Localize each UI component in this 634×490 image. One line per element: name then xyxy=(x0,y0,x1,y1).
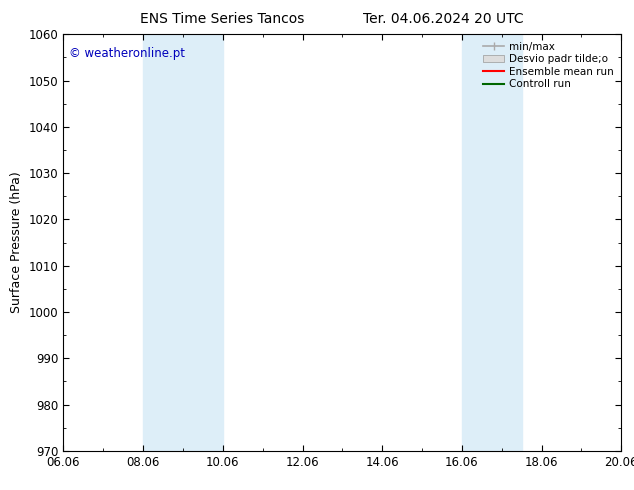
Bar xyxy=(143,34,223,451)
Legend: min/max, Desvio padr tilde;o, Ensemble mean run, Controll run: min/max, Desvio padr tilde;o, Ensemble m… xyxy=(481,40,616,92)
Bar xyxy=(462,34,522,451)
Text: Ter. 04.06.2024 20 UTC: Ter. 04.06.2024 20 UTC xyxy=(363,12,524,26)
Text: ENS Time Series Tancos: ENS Time Series Tancos xyxy=(139,12,304,26)
Text: © weatheronline.pt: © weatheronline.pt xyxy=(69,47,185,60)
Y-axis label: Surface Pressure (hPa): Surface Pressure (hPa) xyxy=(10,172,23,314)
